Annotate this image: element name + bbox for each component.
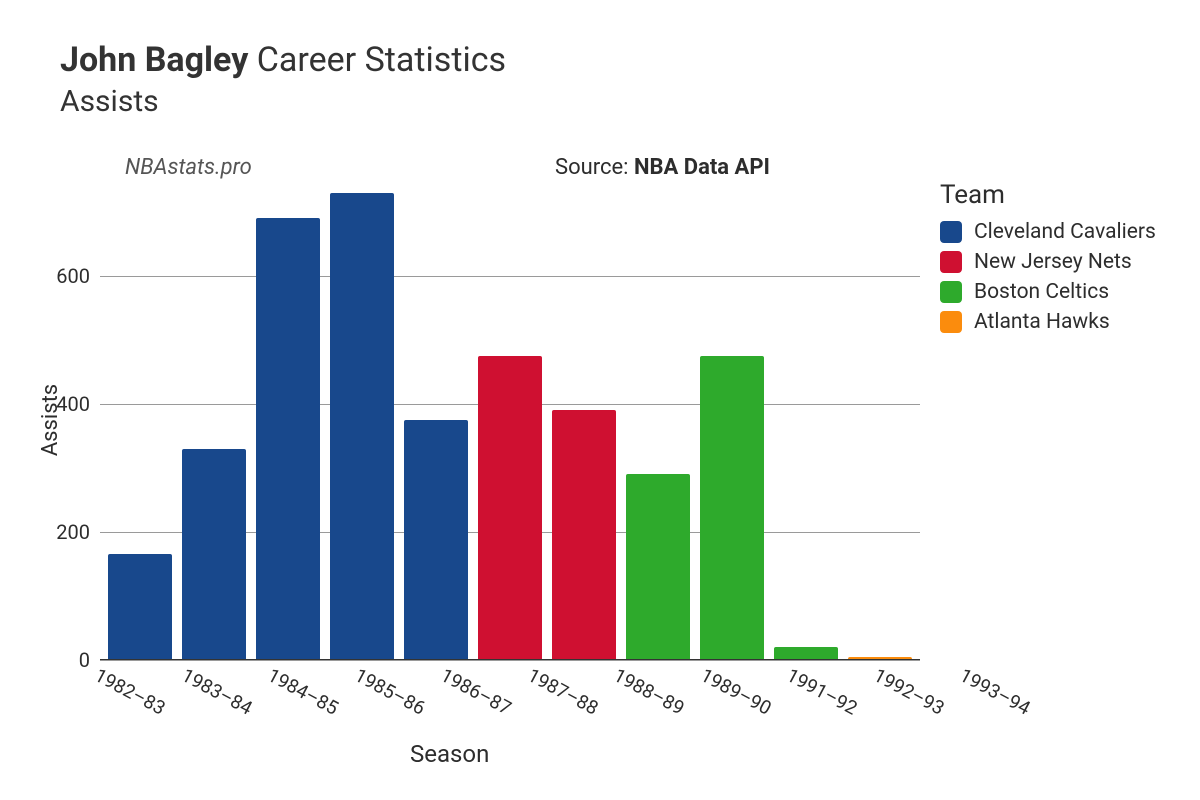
y-tick-label: 0	[79, 648, 100, 672]
x-tick-label: 1989–90	[697, 663, 775, 719]
x-axis-label: Season	[410, 740, 489, 768]
legend-swatch	[940, 251, 962, 273]
x-tick-label: 1986–87	[437, 663, 515, 719]
x-tick-label: 1984–85	[264, 663, 342, 719]
legend-swatch	[940, 221, 962, 243]
x-tick-label: 1983–84	[177, 663, 255, 719]
y-tick-label: 400	[56, 392, 100, 416]
y-tick-label: 200	[56, 520, 100, 544]
chart-subtitle: Assists	[60, 84, 506, 119]
x-tick-label: 1988–89	[610, 663, 688, 719]
y-axis-line	[100, 180, 102, 660]
x-tick-label: 1991–92	[783, 663, 861, 719]
source-line: Source: NBA Data API	[555, 155, 770, 180]
chart-title-line1: John Bagley Career Statistics	[60, 40, 506, 80]
legend-item: New Jersey Nets	[940, 250, 1156, 274]
bars-container	[100, 180, 920, 660]
bar	[700, 356, 764, 660]
legend-swatch	[940, 311, 962, 333]
watermark-text: NBAstats.pro	[125, 155, 252, 180]
x-tick-label: 1982–83	[91, 663, 169, 719]
legend-swatch	[940, 281, 962, 303]
x-tick-label: 1992–93	[870, 663, 948, 719]
bar	[404, 420, 468, 660]
legend-label: Atlanta Hawks	[974, 310, 1110, 334]
y-tick-label: 600	[56, 264, 100, 288]
bar	[256, 218, 320, 660]
legend-items: Cleveland Cavaliers New Jersey Nets Boston…	[940, 220, 1156, 334]
legend-item: Boston Celtics	[940, 280, 1156, 304]
source-name: NBA Data API	[634, 155, 770, 180]
x-tick-label: 1987–88	[524, 663, 602, 719]
bar	[330, 193, 394, 660]
legend-label: Cleveland Cavaliers	[974, 220, 1156, 244]
bar	[182, 449, 246, 660]
legend: Team Cleveland Cavaliers New Jersey Nets B…	[940, 180, 1156, 340]
x-ticks-container: 1982–831983–841984–851985–861986–871987–…	[100, 660, 920, 683]
legend-label: Boston Celtics	[974, 280, 1109, 304]
legend-item: Atlanta Hawks	[940, 310, 1156, 334]
x-tick-label: 1985–86	[350, 663, 428, 719]
bar	[626, 474, 690, 660]
bar	[478, 356, 542, 660]
x-tick-label: 1993–94	[956, 663, 1034, 719]
legend-label: New Jersey Nets	[974, 250, 1132, 274]
bar	[552, 410, 616, 660]
bar	[108, 554, 172, 660]
legend-title: Team	[940, 180, 1156, 210]
legend-item: Cleveland Cavaliers	[940, 220, 1156, 244]
chart-title-block: John Bagley Career Statistics Assists	[60, 40, 506, 119]
chart-plot-area: 0200400600 1982–831983–841984–851985–861…	[100, 180, 920, 660]
source-prefix: Source:	[555, 155, 634, 180]
player-name: John Bagley	[60, 40, 248, 80]
title-suffix: Career Statistics	[257, 40, 506, 80]
